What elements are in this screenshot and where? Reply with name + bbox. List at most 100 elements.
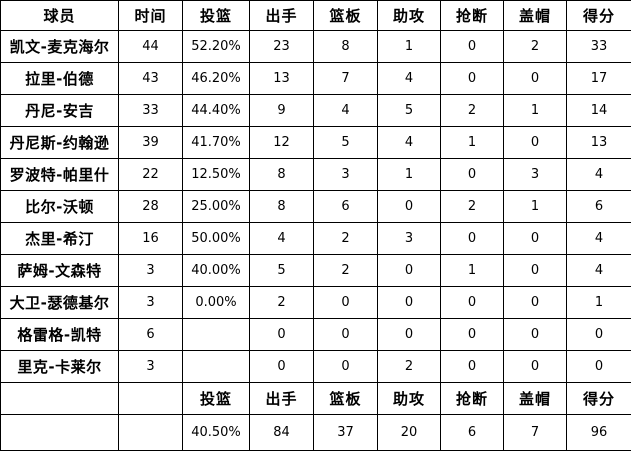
- footer-total-ast: 20: [378, 415, 441, 451]
- column-header-pts: 得分: [567, 1, 631, 31]
- player-name-cell: 格雷格-凯特: [1, 319, 119, 351]
- stat-cell-time: 16: [119, 223, 183, 255]
- stat-cell-ast: 0: [378, 191, 441, 223]
- column-header-time: 时间: [119, 1, 183, 31]
- stat-cell-blk: 0: [504, 127, 567, 159]
- footer-total-time: [119, 415, 183, 451]
- stat-cell-fga: 12: [250, 127, 314, 159]
- stat-cell-ast: 3: [378, 223, 441, 255]
- stat-cell-fga: 8: [250, 191, 314, 223]
- footer-label-time: [119, 383, 183, 415]
- stat-cell-reb: 6: [314, 191, 378, 223]
- stat-cell-pts: 0: [567, 351, 631, 383]
- stat-cell-time: 3: [119, 255, 183, 287]
- stat-cell-pct: 0.00%: [183, 287, 250, 319]
- stat-cell-stl: 0: [441, 351, 504, 383]
- stat-cell-pct: [183, 351, 250, 383]
- stat-cell-fga: 5: [250, 255, 314, 287]
- stat-cell-pts: 6: [567, 191, 631, 223]
- stat-cell-ast: 0: [378, 319, 441, 351]
- player-name-cell: 罗波特-帕里什: [1, 159, 119, 191]
- footer-total-reb: 37: [314, 415, 378, 451]
- footer-label-stl: 抢断: [441, 383, 504, 415]
- stat-cell-pts: 13: [567, 127, 631, 159]
- player-name-cell: 比尔-沃顿: [1, 191, 119, 223]
- stat-cell-pts: 4: [567, 159, 631, 191]
- stat-cell-ast: 0: [378, 287, 441, 319]
- footer-label-row: 投篮出手篮板助攻抢断盖帽得分: [1, 383, 631, 415]
- table-header: 球员时间投篮出手篮板助攻抢断盖帽得分: [1, 1, 631, 31]
- stat-cell-stl: 0: [441, 31, 504, 63]
- stat-cell-blk: 2: [504, 31, 567, 63]
- stat-cell-blk: 0: [504, 351, 567, 383]
- footer-total-blk: 7: [504, 415, 567, 451]
- stat-cell-pct: 44.40%: [183, 95, 250, 127]
- stat-cell-time: 3: [119, 287, 183, 319]
- stat-cell-pts: 1: [567, 287, 631, 319]
- footer-label-name: [1, 383, 119, 415]
- header-row: 球员时间投篮出手篮板助攻抢断盖帽得分: [1, 1, 631, 31]
- footer-label-pct: 投篮: [183, 383, 250, 415]
- stat-cell-time: 39: [119, 127, 183, 159]
- stat-cell-reb: 4: [314, 95, 378, 127]
- stat-cell-ast: 1: [378, 159, 441, 191]
- stat-cell-ast: 1: [378, 31, 441, 63]
- player-name-cell: 大卫-瑟德基尔: [1, 287, 119, 319]
- footer-total-name: [1, 415, 119, 451]
- stat-cell-time: 43: [119, 63, 183, 95]
- stat-cell-stl: 0: [441, 287, 504, 319]
- stat-cell-fga: 13: [250, 63, 314, 95]
- stat-cell-stl: 0: [441, 63, 504, 95]
- stat-cell-pct: 52.20%: [183, 31, 250, 63]
- stat-cell-time: 28: [119, 191, 183, 223]
- player-name-cell: 里克-卡莱尔: [1, 351, 119, 383]
- stat-cell-time: 3: [119, 351, 183, 383]
- player-name-cell: 丹尼斯-约翰逊: [1, 127, 119, 159]
- stat-cell-stl: 1: [441, 127, 504, 159]
- footer-label-pts: 得分: [567, 383, 631, 415]
- stat-cell-pts: 33: [567, 31, 631, 63]
- stat-cell-pct: 25.00%: [183, 191, 250, 223]
- stat-cell-pct: 40.00%: [183, 255, 250, 287]
- column-header-stl: 抢断: [441, 1, 504, 31]
- stat-cell-time: 6: [119, 319, 183, 351]
- stat-cell-blk: 1: [504, 95, 567, 127]
- stat-cell-reb: 2: [314, 223, 378, 255]
- stat-cell-reb: 8: [314, 31, 378, 63]
- footer-total-fga: 84: [250, 415, 314, 451]
- stat-cell-ast: 2: [378, 351, 441, 383]
- stat-cell-pct: 12.50%: [183, 159, 250, 191]
- stat-cell-reb: 3: [314, 159, 378, 191]
- stat-cell-pct: 50.00%: [183, 223, 250, 255]
- stat-cell-ast: 0: [378, 255, 441, 287]
- stat-cell-pct: 41.70%: [183, 127, 250, 159]
- stat-cell-blk: 0: [504, 255, 567, 287]
- stat-cell-blk: 1: [504, 191, 567, 223]
- stat-cell-blk: 3: [504, 159, 567, 191]
- footer-total-pct: 40.50%: [183, 415, 250, 451]
- stat-cell-time: 44: [119, 31, 183, 63]
- stat-cell-fga: 9: [250, 95, 314, 127]
- stat-cell-fga: 2: [250, 287, 314, 319]
- player-name-cell: 凯文-麦克海尔: [1, 31, 119, 63]
- stat-cell-stl: 1: [441, 255, 504, 287]
- player-name-cell: 拉里-伯德: [1, 63, 119, 95]
- stat-cell-pts: 0: [567, 319, 631, 351]
- column-header-blk: 盖帽: [504, 1, 567, 31]
- stat-cell-fga: 0: [250, 319, 314, 351]
- stat-cell-ast: 5: [378, 95, 441, 127]
- footer-label-blk: 盖帽: [504, 383, 567, 415]
- stat-cell-stl: 2: [441, 191, 504, 223]
- column-header-name: 球员: [1, 1, 119, 31]
